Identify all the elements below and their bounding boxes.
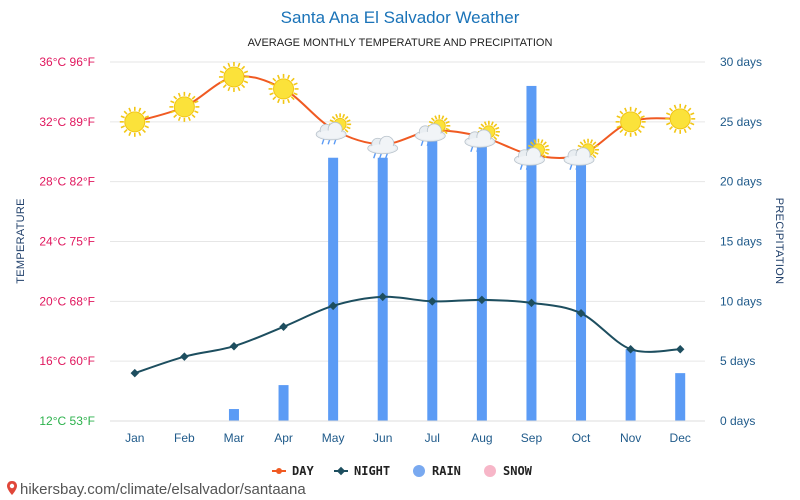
y-left-tick-label: 24°C 75°F [39,235,95,249]
day-temperature-line [134,75,681,159]
x-tick-label: Aug [471,431,492,445]
legend-item-night[interactable]: NIGHT [334,464,390,478]
y-left-tick-label: 16°C 60°F [39,354,95,368]
rain-bar [228,409,239,421]
footer-link[interactable]: hikersbay.com/climate/elsalvador/santaan… [20,481,306,498]
sun-cloud-rain-icon [563,138,600,170]
y-axis-right-label: PRECIPITATION [773,198,785,285]
night-point [328,301,338,311]
y-left-tick-label: 12°C 53°F [39,414,95,428]
y-axis-left: 12°C 53°F 16°C 60°F 20°C 68°F 24°C 75°F 28°C… [39,55,95,428]
night-point [130,368,140,378]
x-tick-label: Oct [572,431,591,445]
chart-title: Santa Ana El Salvador Weather [281,8,520,27]
y-right-tick-label: 15 days [720,235,762,249]
legend-snow-marker [484,465,496,477]
night-point [229,341,239,351]
x-tick-label: Feb [174,431,195,445]
legend-label: NIGHT [354,464,390,478]
cloud-rain-icon [367,135,399,159]
sun-icon [268,73,299,104]
legend-day-marker [276,468,282,474]
sun-icon [119,106,150,137]
y-right-tick-label: 10 days [720,294,762,308]
rain-bar [427,133,438,422]
x-tick-label: Sep [521,431,543,445]
x-axis: Jan Feb Mar Apr May Jun Jul Aug Sep Oct Nov Dec [110,420,705,445]
night-point [477,295,487,305]
sun-icon [665,103,696,134]
legend-item-rain[interactable]: RAIN [413,464,461,478]
y-right-tick-label: 0 days [720,414,755,428]
y-right-tick-label: 5 days [720,354,755,368]
sun-cloud-rain-icon [315,113,352,145]
night-point [180,352,189,361]
y-right-tick-label: 30 days [720,55,762,69]
location-pin-icon [7,481,17,495]
rain-bars [228,85,686,422]
sun-cloud-rain-icon [514,138,550,170]
y-left-tick-label: 20°C 68°F [39,294,95,308]
night-point [279,322,288,332]
sun-icon [218,61,249,92]
y-right-tick-label: 20 days [720,175,762,189]
legend-label: RAIN [432,464,461,478]
night-temperature-line [134,295,681,375]
grid-lines [110,61,705,422]
x-tick-label: Jun [373,431,392,445]
temperature-lines [130,74,685,378]
rain-bar [576,157,587,421]
y-left-tick-label: 36°C 96°F [39,55,95,69]
legend-item-day[interactable]: DAY [272,464,314,478]
rain-bar [526,85,537,421]
y-left-tick-label: 32°C 89°F [39,115,95,129]
x-tick-label: May [322,431,345,445]
night-point [675,344,685,354]
weather-icons [119,61,696,170]
x-tick-label: Dec [670,431,691,445]
legend-label: DAY [292,464,314,478]
rain-bar [377,157,388,421]
y-right-tick-label: 25 days [720,115,762,129]
y-axis-right: 0 days 5 days 10 days 15 days 20 days 25 days… [720,55,762,428]
sun-cloud-rain-icon [464,120,500,153]
rain-bar [476,133,487,422]
rain-bar [278,385,289,421]
night-point [576,309,586,318]
night-point [626,344,635,354]
footer[interactable]: hikersbay.com/climate/elsalvador/santaan… [7,481,306,498]
night-point [527,298,536,308]
chart-subtitle: AVERAGE MONTHLY TEMPERATURE AND PRECIPIT… [248,37,553,49]
legend: DAY NIGHT RAIN SNOW [272,464,533,478]
legend-item-snow[interactable]: SNOW [484,464,533,478]
rain-bar [675,373,686,421]
y-left-tick-label: 28°C 82°F [39,175,95,189]
x-tick-label: Nov [620,431,641,445]
x-tick-label: Jan [125,431,144,445]
legend-night-marker [336,466,346,476]
legend-rain-marker [413,465,425,477]
y-axis-left-label: TEMPERATURE [15,198,27,284]
legend-label: SNOW [503,464,533,478]
sun-icon [169,91,200,122]
night-point [378,292,387,302]
x-tick-label: Jul [425,431,440,445]
night-point [428,297,437,306]
sun-cloud-rain-icon [414,114,451,147]
x-tick-label: Mar [224,431,245,445]
x-tick-label: Apr [274,431,293,445]
rain-bar [625,349,636,421]
rain-bar [328,157,339,421]
sun-icon [615,106,646,137]
